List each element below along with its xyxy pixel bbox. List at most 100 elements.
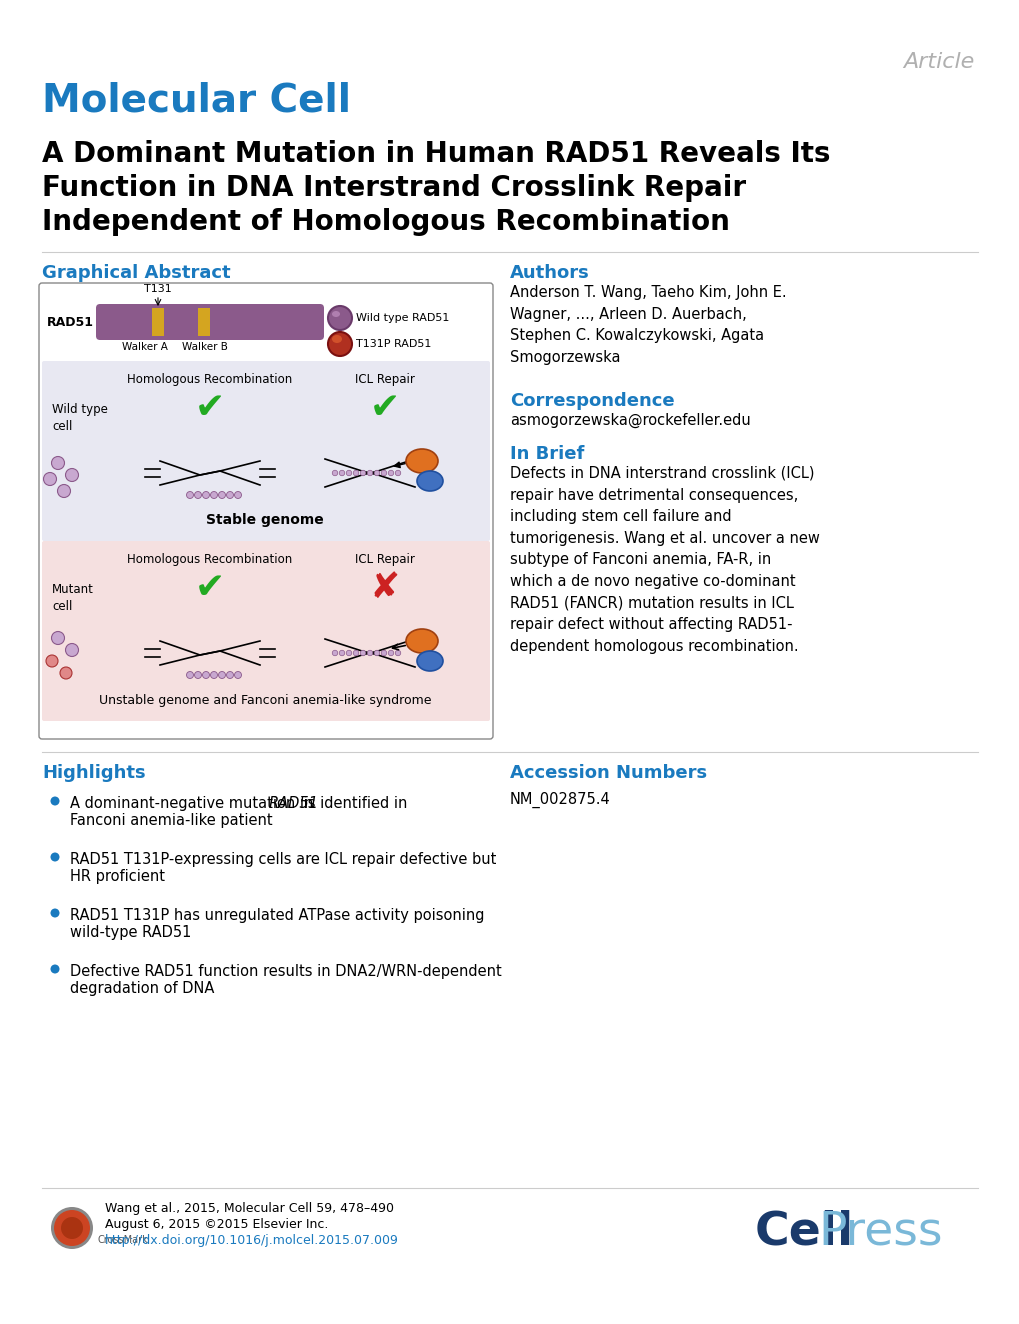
Ellipse shape	[46, 655, 58, 667]
Text: DNA2: DNA2	[408, 637, 436, 646]
Text: Anderson T. Wang, Taeho Kim, John E.
Wagner, ..., Arleen D. Auerbach,
Stephen C.: Anderson T. Wang, Taeho Kim, John E. Wag…	[510, 285, 786, 365]
Text: asmogorzewska@rockefeller.edu: asmogorzewska@rockefeller.edu	[510, 413, 750, 428]
Text: T131: T131	[144, 285, 172, 294]
Ellipse shape	[51, 853, 59, 862]
Text: Accession Numbers: Accession Numbers	[510, 764, 706, 782]
Text: CrossMark: CrossMark	[98, 1235, 149, 1245]
Ellipse shape	[417, 471, 442, 491]
FancyBboxPatch shape	[42, 361, 489, 542]
Ellipse shape	[218, 491, 225, 499]
Ellipse shape	[360, 650, 366, 655]
Text: Defects in DNA interstrand crosslink (ICL)
repair have detrimental consequences,: Defects in DNA interstrand crosslink (IC…	[510, 466, 819, 654]
Ellipse shape	[203, 491, 209, 499]
Text: A dominant-negative mutation in: A dominant-negative mutation in	[70, 796, 318, 812]
Text: HR proficient: HR proficient	[70, 869, 165, 884]
Bar	[152, 308, 164, 336]
Text: is identified in: is identified in	[300, 796, 408, 812]
Ellipse shape	[51, 964, 59, 973]
Ellipse shape	[44, 473, 56, 486]
Text: Fanconi anemia-like patient: Fanconi anemia-like patient	[70, 813, 272, 828]
Ellipse shape	[331, 335, 341, 343]
Ellipse shape	[367, 650, 372, 655]
Text: Walker A: Walker A	[122, 342, 168, 352]
Ellipse shape	[195, 671, 202, 678]
Ellipse shape	[210, 491, 217, 499]
Text: In Brief: In Brief	[510, 445, 584, 463]
Ellipse shape	[331, 311, 339, 316]
Text: Wild type
cell: Wild type cell	[52, 402, 108, 433]
Text: Authors: Authors	[510, 263, 589, 282]
Ellipse shape	[339, 650, 344, 655]
Ellipse shape	[328, 332, 352, 356]
Ellipse shape	[54, 1210, 90, 1246]
Ellipse shape	[51, 908, 59, 918]
Text: Article: Article	[903, 52, 974, 71]
Ellipse shape	[374, 470, 379, 475]
Ellipse shape	[353, 470, 359, 475]
Ellipse shape	[65, 469, 78, 482]
Ellipse shape	[51, 1207, 93, 1249]
Ellipse shape	[60, 667, 72, 679]
Text: Mutant
cell: Mutant cell	[52, 583, 94, 613]
Ellipse shape	[234, 491, 242, 499]
Text: Defective RAD51 function results in DNA2/WRN-dependent: Defective RAD51 function results in DNA2…	[70, 964, 501, 978]
FancyBboxPatch shape	[42, 542, 489, 722]
Text: RAD51 T131P has unregulated ATPase activity poisoning: RAD51 T131P has unregulated ATPase activ…	[70, 908, 484, 923]
Text: Function in DNA Interstrand Crosslink Repair: Function in DNA Interstrand Crosslink Re…	[42, 173, 745, 203]
Text: ICL Repair: ICL Repair	[355, 553, 415, 565]
Ellipse shape	[51, 797, 59, 805]
Ellipse shape	[345, 470, 352, 475]
Text: Walker B: Walker B	[181, 342, 227, 352]
Ellipse shape	[381, 470, 386, 475]
Ellipse shape	[388, 650, 393, 655]
Ellipse shape	[61, 1217, 83, 1239]
Ellipse shape	[226, 491, 233, 499]
Text: degradation of DNA: degradation of DNA	[70, 981, 214, 996]
Text: Highlights: Highlights	[42, 764, 146, 782]
Text: RAD51: RAD51	[47, 315, 94, 328]
Text: Unstable genome and Fanconi anemia-like syndrome: Unstable genome and Fanconi anemia-like …	[99, 694, 431, 707]
Text: August 6, 2015 ©2015 Elsevier Inc.: August 6, 2015 ©2015 Elsevier Inc.	[105, 1218, 328, 1231]
Text: Wang et al., 2015, Molecular Cell 59, 478–490: Wang et al., 2015, Molecular Cell 59, 47…	[105, 1202, 393, 1215]
Text: Wild type RAD51: Wild type RAD51	[356, 312, 449, 323]
Ellipse shape	[332, 650, 337, 655]
Text: Homologous Recombination: Homologous Recombination	[127, 553, 292, 565]
Ellipse shape	[195, 491, 202, 499]
Ellipse shape	[339, 470, 344, 475]
Text: Molecular Cell: Molecular Cell	[42, 82, 351, 120]
Ellipse shape	[203, 671, 209, 678]
Ellipse shape	[395, 650, 400, 655]
Ellipse shape	[65, 643, 78, 657]
Text: Press: Press	[817, 1210, 942, 1255]
Ellipse shape	[406, 449, 437, 473]
Text: A Dominant Mutation in Human RAD51 Reveals Its: A Dominant Mutation in Human RAD51 Revea…	[42, 140, 829, 168]
Ellipse shape	[226, 671, 233, 678]
Ellipse shape	[328, 306, 352, 330]
Text: T131P RAD51: T131P RAD51	[356, 339, 431, 350]
Ellipse shape	[417, 651, 442, 671]
Text: RAD51: RAD51	[268, 796, 318, 812]
Ellipse shape	[186, 491, 194, 499]
Text: wild-type RAD51: wild-type RAD51	[70, 925, 192, 940]
Ellipse shape	[367, 470, 372, 475]
Text: Homologous Recombination: Homologous Recombination	[127, 373, 292, 387]
Ellipse shape	[406, 629, 437, 653]
Ellipse shape	[51, 632, 64, 645]
Text: Correspondence: Correspondence	[510, 392, 674, 410]
Text: ✔: ✔	[370, 391, 399, 425]
Text: Stable genome: Stable genome	[206, 512, 324, 527]
Ellipse shape	[218, 671, 225, 678]
Ellipse shape	[388, 470, 393, 475]
Text: Cell: Cell	[754, 1210, 854, 1255]
Ellipse shape	[186, 671, 194, 678]
Text: ✔: ✔	[195, 391, 225, 425]
Ellipse shape	[51, 457, 64, 470]
Ellipse shape	[374, 650, 379, 655]
Ellipse shape	[332, 470, 337, 475]
Ellipse shape	[345, 650, 352, 655]
Text: WRN: WRN	[418, 477, 442, 486]
Ellipse shape	[395, 470, 400, 475]
Text: Graphical Abstract: Graphical Abstract	[42, 263, 230, 282]
Text: WRN: WRN	[418, 657, 442, 666]
Ellipse shape	[210, 671, 217, 678]
